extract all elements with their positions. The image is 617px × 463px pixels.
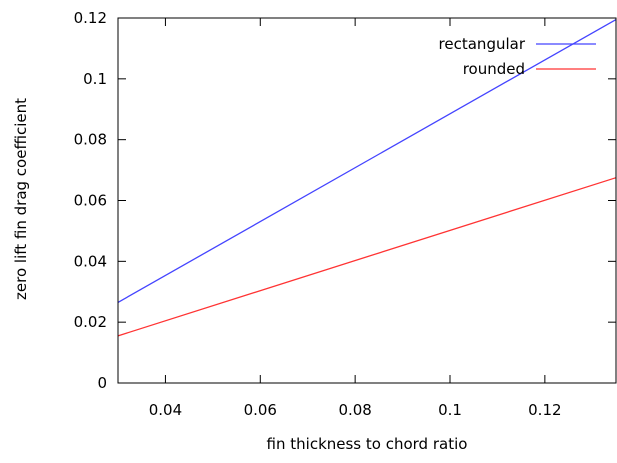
x-axis-title: fin thickness to chord ratio — [267, 435, 468, 453]
y-tick-label: 0.02 — [74, 313, 107, 331]
legend-label: rectangular — [439, 35, 526, 53]
y-tick-label: 0 — [97, 374, 107, 392]
x-tick-label: 0.1 — [438, 401, 462, 419]
legend-label: rounded — [463, 60, 525, 78]
series-line-rounded — [118, 178, 616, 336]
x-tick-label: 0.06 — [244, 401, 277, 419]
y-tick-label: 0.1 — [83, 70, 107, 88]
y-tick-label: 0.04 — [74, 252, 107, 270]
y-axis-title: zero lift fin drag coefficient — [12, 98, 30, 300]
plot-frame — [118, 18, 616, 383]
x-tick-label: 0.12 — [528, 401, 561, 419]
y-tick-label: 0.06 — [74, 192, 107, 210]
series-line-rectangular — [118, 20, 616, 303]
y-tick-label: 0.12 — [74, 9, 107, 27]
y-tick-label: 0.08 — [74, 131, 107, 149]
x-tick-label: 0.08 — [338, 401, 371, 419]
x-tick-label: 0.04 — [149, 401, 182, 419]
